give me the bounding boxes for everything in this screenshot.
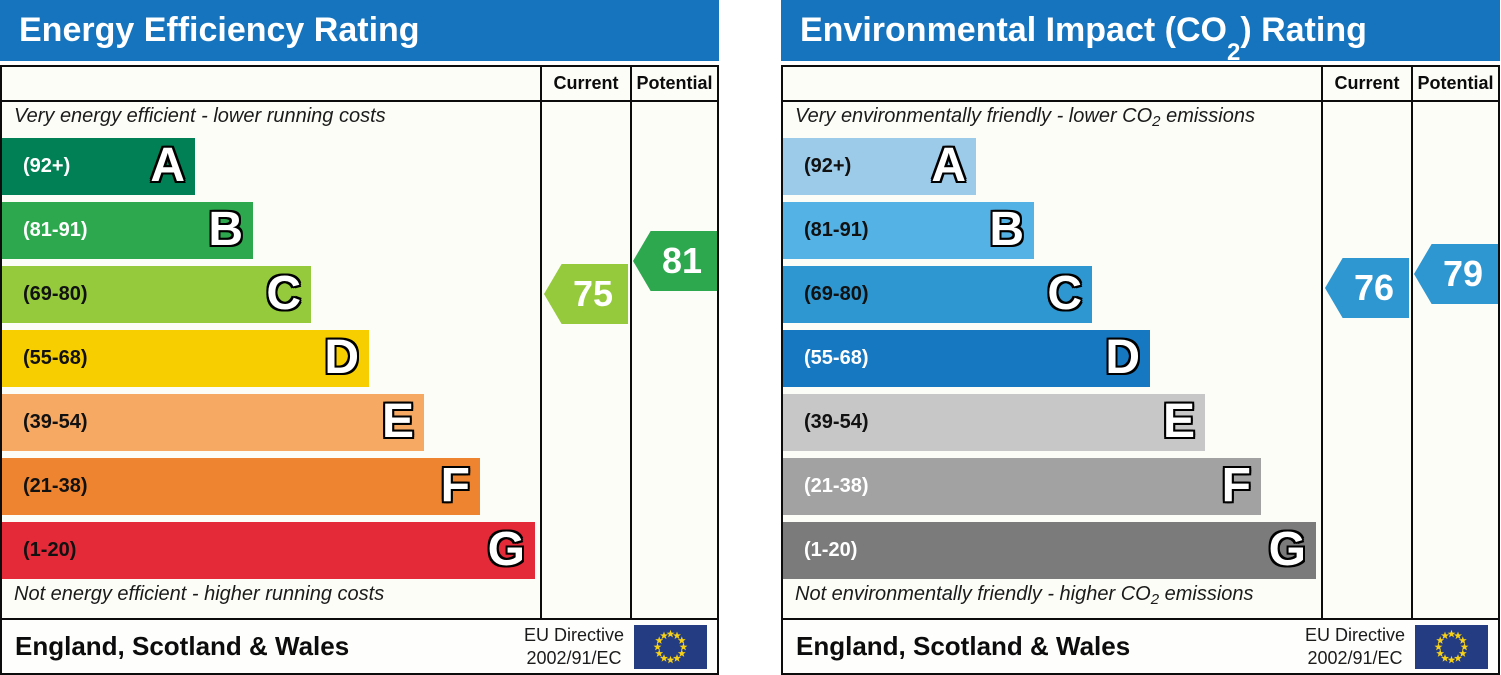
current-rating-value: 76 (1353, 267, 1395, 308)
band-row-g: (1-20) G (783, 522, 1320, 579)
band-range-label: (81-91) (804, 219, 869, 241)
potential-column-divider (630, 67, 632, 618)
band-row-e: (39-54) E (2, 394, 539, 451)
current-column-divider (540, 67, 542, 618)
band-bar-d: (55-68) D (2, 330, 369, 387)
eu-flag-icon (634, 624, 707, 669)
band-range-label: (21-38) (804, 475, 869, 497)
environmental-impact-chart: Current Potential Very environmentally f… (781, 65, 1500, 620)
environmental-impact-panel: Environmental Impact (CO 2) Rating Curren… (781, 0, 1500, 675)
band-range-label: (55-68) (23, 347, 88, 369)
band-row-f: (21-38) F (2, 458, 539, 515)
band-range-label: (1-20) (23, 539, 77, 561)
band-bar-c: (69-80) C (783, 266, 1092, 323)
band-row-d: (55-68) D (2, 330, 539, 387)
band-range-label: (21-38) (23, 475, 88, 497)
band-letter: C (266, 267, 301, 320)
band-row-b: (81-91) B (783, 202, 1320, 259)
column-header-divider (2, 100, 717, 102)
band-bar-a: (92+) A (783, 138, 976, 195)
band-row-b: (81-91) B (2, 202, 539, 259)
band-letter: G (487, 523, 525, 576)
potential-rating-arrow: 81 (633, 231, 717, 291)
band-row-a: (92+) A (2, 138, 539, 195)
band-row-a: (92+) A (783, 138, 1320, 195)
potential-rating-arrow: 79 (1414, 244, 1498, 304)
band-letter: D (1105, 331, 1140, 384)
band-bar-b: (81-91) B (783, 202, 1034, 259)
footer: England, Scotland & Wales EU Directive 2… (781, 618, 1500, 675)
current-rating-value: 75 (572, 273, 614, 314)
eu-directive-text: EU Directive 2002/91/EC (523, 625, 624, 668)
caption-bottom: Not environmentally friendly - higher CO… (795, 583, 1254, 608)
band-letter: E (1162, 395, 1195, 448)
current-column-divider (1321, 67, 1323, 618)
panel-title-end: ) Rating (1240, 11, 1367, 49)
region-label: England, Scotland & Wales (796, 631, 1131, 661)
potential-rating-value: 79 (1442, 253, 1484, 294)
environmental-impact-title-bar: Environmental Impact (CO 2) Rating (781, 0, 1500, 65)
band-range-label: (39-54) (23, 411, 88, 433)
band-bar-f: (21-38) F (783, 458, 1261, 515)
co2-subscript: 2 (1152, 113, 1161, 130)
band-range-label: (1-20) (804, 539, 858, 561)
band-bar-f: (21-38) F (2, 458, 480, 515)
band-range-label: (39-54) (804, 411, 869, 433)
band-bar-e: (39-54) E (2, 394, 424, 451)
co2-subscript: 2 (1150, 591, 1160, 608)
region-label: England, Scotland & Wales (15, 631, 350, 661)
band-letter: C (1047, 267, 1082, 320)
band-letter: A (150, 139, 185, 192)
band-letter: F (440, 459, 470, 512)
band-bar-d: (55-68) D (783, 330, 1150, 387)
band-range-label: (92+) (804, 155, 852, 177)
caption-top: Very energy efficient - lower running co… (14, 105, 386, 127)
potential-rating-value: 81 (661, 240, 703, 281)
column-header-current: Current (1334, 73, 1400, 93)
band-row-e: (39-54) E (783, 394, 1320, 451)
band-letter: B (208, 203, 243, 256)
energy-efficiency-title-bar: Energy Efficiency Rating (0, 0, 719, 61)
band-row-c: (69-80) C (2, 266, 539, 323)
band-bar-g: (1-20) G (783, 522, 1316, 579)
band-letter: F (1221, 459, 1251, 512)
band-bar-a: (92+) A (2, 138, 195, 195)
band-letter: E (381, 395, 414, 448)
column-header-potential: Potential (636, 73, 713, 93)
column-header-current: Current (553, 73, 619, 93)
column-header-divider (783, 100, 1498, 102)
current-rating-arrow: 76 (1325, 258, 1409, 318)
band-letter: G (1268, 523, 1306, 576)
band-range-label: (81-91) (23, 219, 88, 241)
potential-column-divider (1411, 67, 1413, 618)
band-bar-e: (39-54) E (783, 394, 1205, 451)
band-range-label: (69-80) (804, 283, 869, 305)
column-header-potential: Potential (1417, 73, 1494, 93)
eu-directive-text: EU Directive 2002/91/EC (1304, 625, 1405, 668)
band-range-label: (92+) (23, 155, 71, 177)
panel-title: Energy Efficiency Rating (19, 11, 420, 49)
band-range-label: (69-80) (23, 283, 88, 305)
band-bar-b: (81-91) B (2, 202, 253, 259)
footer: England, Scotland & Wales EU Directive 2… (0, 618, 719, 675)
band-bar-g: (1-20) G (2, 522, 535, 579)
band-letter: B (989, 203, 1024, 256)
eu-flag-icon (1415, 624, 1488, 669)
band-letter: D (324, 331, 359, 384)
band-row-d: (55-68) D (783, 330, 1320, 387)
band-letter: A (931, 139, 966, 192)
caption-bottom: Not energy efficient - higher running co… (14, 583, 385, 605)
band-range-label: (55-68) (804, 347, 869, 369)
band-row-g: (1-20) G (2, 522, 539, 579)
current-rating-arrow: 75 (544, 264, 628, 324)
band-bar-c: (69-80) C (2, 266, 311, 323)
band-row-f: (21-38) F (783, 458, 1320, 515)
band-row-c: (69-80) C (783, 266, 1320, 323)
energy-efficiency-chart: Current Potential Very energy efficient … (0, 65, 719, 620)
caption-top: Very environmentally friendly - lower CO… (795, 105, 1255, 130)
energy-efficiency-panel: Energy Efficiency Rating Current Potenti… (0, 0, 719, 675)
panel-title: Environmental Impact (CO (800, 11, 1227, 49)
